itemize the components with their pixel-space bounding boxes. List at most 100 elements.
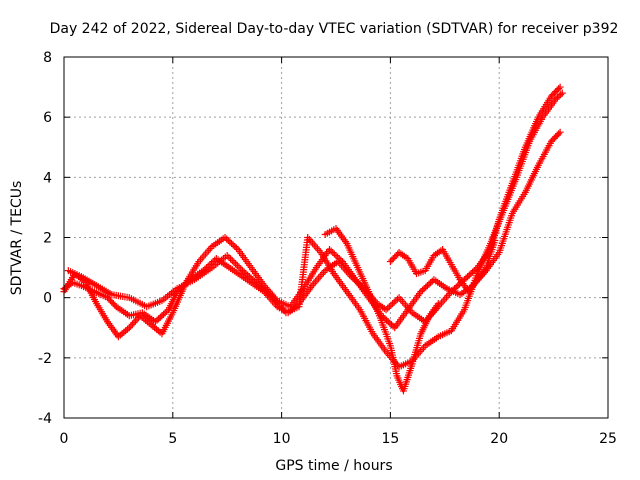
- data-point: [420, 285, 428, 293]
- data-point: [151, 318, 159, 326]
- data-point: [155, 315, 163, 323]
- data-point: [470, 267, 478, 275]
- data-point: [384, 318, 392, 326]
- data-point: [232, 260, 240, 268]
- y-tick-label: 2: [43, 231, 52, 247]
- data-point: [228, 257, 236, 265]
- data-point: [325, 246, 333, 254]
- data-point: [555, 130, 563, 138]
- data-point: [330, 250, 338, 258]
- data-point: [232, 244, 240, 252]
- data-point: [327, 247, 335, 255]
- data-point: [465, 271, 473, 279]
- data-point: [464, 273, 472, 281]
- data-point: [556, 83, 564, 91]
- data-point: [467, 270, 475, 278]
- y-tick-label: -2: [38, 351, 52, 367]
- data-point: [163, 307, 171, 315]
- data-point: [390, 298, 398, 306]
- data-point: [156, 313, 164, 321]
- data-point: [130, 319, 138, 327]
- data-point: [558, 89, 566, 97]
- data-point: [227, 255, 235, 263]
- data-point: [332, 252, 340, 260]
- data-point: [231, 243, 239, 251]
- x-tick-label: 5: [168, 431, 177, 447]
- data-point: [387, 321, 395, 329]
- data-point: [469, 268, 477, 276]
- data-point: [125, 324, 133, 332]
- chart-title: Day 242 of 2022, Sidereal Day-to-day VTE…: [50, 21, 619, 37]
- x-tick-label: 20: [490, 431, 508, 447]
- data-point: [256, 282, 264, 290]
- data-point: [237, 265, 245, 273]
- data-point: [418, 286, 426, 294]
- grid-lines: [64, 57, 608, 418]
- x-tick-label: 25: [599, 431, 617, 447]
- data-point: [264, 289, 272, 297]
- x-tick-label: 15: [381, 431, 399, 447]
- data-point: [385, 303, 393, 311]
- data-point: [491, 237, 499, 245]
- data-point: [422, 283, 430, 291]
- data-point: [337, 256, 345, 264]
- y-tick-label: 0: [43, 291, 52, 307]
- data-point: [462, 274, 470, 282]
- data-point: [235, 263, 243, 271]
- data-point: [552, 95, 560, 103]
- axis-ticks: 0 5 10 15 20 25 -4 -2 0 2 4 6 8: [38, 50, 617, 447]
- y-tick-label: 6: [43, 110, 52, 126]
- data-point: [229, 241, 237, 249]
- data-point: [425, 280, 433, 288]
- data-point: [223, 235, 231, 243]
- data-point: [131, 317, 139, 325]
- data-point: [128, 320, 136, 328]
- data-point: [329, 249, 337, 257]
- data-point: [133, 315, 141, 323]
- data-point: [127, 322, 135, 330]
- data-point: [153, 316, 161, 324]
- data-point: [262, 288, 270, 296]
- data-points: [60, 83, 566, 395]
- data-point: [158, 312, 166, 320]
- data-point: [230, 258, 238, 266]
- data-point: [267, 292, 275, 300]
- plot-frame: [63, 56, 609, 419]
- data-point: [261, 286, 269, 294]
- data-point: [555, 85, 563, 93]
- data-point: [224, 237, 232, 245]
- data-point: [226, 238, 234, 246]
- data-point: [233, 262, 241, 270]
- data-point: [557, 91, 565, 99]
- data-point: [257, 283, 265, 291]
- data-point: [427, 279, 435, 287]
- data-point: [335, 255, 343, 263]
- x-tick-label: 10: [273, 431, 291, 447]
- data-point: [387, 301, 395, 309]
- data-point: [266, 291, 274, 299]
- data-point: [384, 304, 392, 312]
- data-point: [334, 253, 342, 261]
- x-tick-label: 0: [60, 431, 69, 447]
- data-point: [223, 252, 231, 260]
- data-point: [386, 319, 394, 327]
- y-tick-label: 8: [43, 50, 52, 66]
- data-point: [555, 92, 563, 100]
- data-point: [381, 315, 389, 323]
- data-point: [553, 94, 561, 102]
- data-point: [259, 285, 267, 293]
- data-point: [392, 297, 400, 305]
- x-axis-label: GPS time / hours: [275, 458, 392, 474]
- y-axis-label: SDTVAR / TECUs: [9, 181, 25, 296]
- data-point: [423, 282, 431, 290]
- data-point: [382, 306, 390, 314]
- y-tick-label: 4: [43, 170, 52, 186]
- data-point: [228, 240, 236, 248]
- data-point: [225, 253, 233, 261]
- data-point: [417, 288, 425, 296]
- data-point: [160, 310, 168, 318]
- data-point: [556, 128, 564, 136]
- data-point: [454, 282, 462, 290]
- data-point: [221, 234, 229, 241]
